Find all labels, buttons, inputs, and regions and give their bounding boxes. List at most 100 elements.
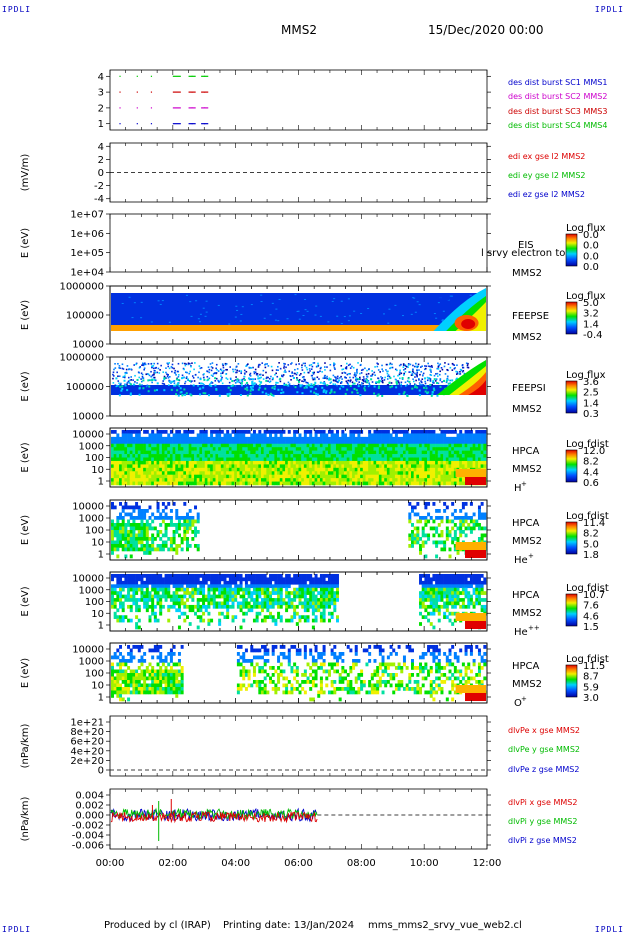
spectrogram-pixel <box>258 430 262 434</box>
spectrogram-pixel <box>356 391 359 394</box>
spectrogram-pixel <box>345 380 348 383</box>
spectrogram-pixel <box>127 618 131 623</box>
colorbar-tick-label: 5.0 <box>583 539 599 550</box>
colorbar-tick-label: 0.0 <box>583 251 599 262</box>
spectrogram-pixel <box>392 471 396 475</box>
spectrogram-pixel <box>145 430 149 434</box>
spectrogram-pixel <box>296 372 299 374</box>
spectrogram-pixel <box>127 540 131 545</box>
spectrogram-pixel <box>306 464 310 469</box>
spectrogram-pixel <box>223 464 227 469</box>
spectrogram-pixel <box>327 471 331 475</box>
spectrogram-pixel <box>411 533 414 538</box>
spectrogram-pixel <box>314 443 318 448</box>
spectrogram-pixel <box>437 436 441 441</box>
spectrogram-pixel <box>456 440 460 445</box>
spectrogram-pixel <box>317 436 321 441</box>
spectrogram-pixel <box>480 454 484 458</box>
spectrogram-pixel <box>435 509 439 513</box>
spectrogram-pixel <box>269 314 272 316</box>
spectrogram-pixel <box>304 362 306 365</box>
spectrogram-pixel <box>235 298 238 300</box>
spectrogram-pixel <box>202 464 206 469</box>
spectrogram-pixel <box>119 464 123 469</box>
spectrogram-pixel <box>400 457 404 462</box>
spectrogram-pixel <box>145 523 149 527</box>
spectrogram-pixel <box>126 382 129 384</box>
spectrogram-pixel <box>309 457 313 462</box>
spectrogram-pixel <box>202 443 206 448</box>
spectrogram-pixel <box>235 305 238 307</box>
spectrogram-pixel <box>421 454 425 458</box>
spectrogram-pixel <box>472 464 476 469</box>
spectrogram-pixel <box>113 436 117 441</box>
spectrogram-pixel <box>322 454 326 458</box>
spectrogram-pixel <box>282 467 286 472</box>
spectrogram-pixel <box>360 457 364 462</box>
spectrogram-pixel <box>140 471 144 475</box>
spectrogram-pixel <box>220 471 224 475</box>
spectrogram-pixel <box>391 363 393 366</box>
spectrogram-pixel <box>121 387 124 390</box>
spectrogram-pixel <box>388 375 391 378</box>
spectrogram-pixel <box>445 447 449 451</box>
burst-mark <box>172 75 181 77</box>
spectrogram-pixel <box>129 604 133 609</box>
spectrogram-pixel <box>459 436 463 441</box>
spectrogram-pixel <box>168 375 171 378</box>
spectrogram-pixel <box>234 464 238 469</box>
spectrogram-pixel <box>430 365 433 367</box>
spectrogram-pixel <box>295 443 299 448</box>
spectrogram-pixel <box>456 481 460 486</box>
spectrogram-pixel <box>128 296 131 298</box>
spectrogram-pixel <box>175 594 179 599</box>
spectrogram-pixel <box>427 460 431 465</box>
spectrogram-pixel <box>381 436 385 441</box>
spectrogram-pixel <box>266 443 270 448</box>
spectrogram-pixel <box>145 447 149 451</box>
spectrogram-pixel <box>305 386 308 389</box>
spectrogram-pixel <box>228 464 232 469</box>
spectrogram-pixel <box>143 471 147 475</box>
spectrogram-pixel <box>376 440 380 445</box>
spectrogram-pixel <box>394 436 398 441</box>
spectrogram-pixel <box>167 584 171 589</box>
spectrogram-pixel <box>275 372 277 375</box>
spectrogram-pixel <box>167 580 171 585</box>
spectrogram-pixel <box>306 310 309 312</box>
spectrogram-pixel <box>113 611 117 616</box>
spectrogram-pixel <box>177 464 181 469</box>
spectrogram-pixel <box>293 481 297 486</box>
spectrogram-pixel <box>344 464 348 469</box>
spectrogram-pixel <box>252 457 256 462</box>
spectrogram-pixel <box>333 457 337 462</box>
spectrogram-pixel <box>129 464 133 469</box>
spectrogram-pixel <box>306 368 309 371</box>
spectrogram-pixel <box>336 433 339 438</box>
spectrogram-pixel <box>223 474 227 479</box>
spectrogram-pixel <box>231 436 235 441</box>
spectrogram-pixel <box>378 443 382 448</box>
spectrogram-pixel <box>293 464 297 469</box>
spectrogram-pixel <box>448 530 452 534</box>
spectrogram-pixel <box>124 502 128 506</box>
spectrogram-pixel <box>215 363 218 366</box>
spectrogram-pixel <box>483 447 487 451</box>
spectrogram-pixel <box>113 547 117 552</box>
spectrogram-pixel <box>163 389 166 392</box>
spectrogram-pixel <box>448 481 452 486</box>
spectrogram-pixel <box>443 471 447 475</box>
spectrogram-pixel <box>435 474 439 479</box>
spectrogram-pixel <box>132 450 136 455</box>
spectrogram-pixel <box>137 454 141 458</box>
spectrogram-pixel <box>159 440 163 445</box>
spectrogram-pixel <box>145 509 149 513</box>
burst-mark <box>204 107 209 109</box>
spectrogram-pixel <box>322 377 325 379</box>
spectrogram-pixel <box>327 460 331 465</box>
spectrogram-pixel <box>349 433 353 438</box>
spectrogram-pixel <box>327 447 331 451</box>
spectrogram-pixel <box>137 460 141 465</box>
spectrogram-pixel <box>269 481 273 486</box>
spectrogram-pixel <box>263 433 267 438</box>
